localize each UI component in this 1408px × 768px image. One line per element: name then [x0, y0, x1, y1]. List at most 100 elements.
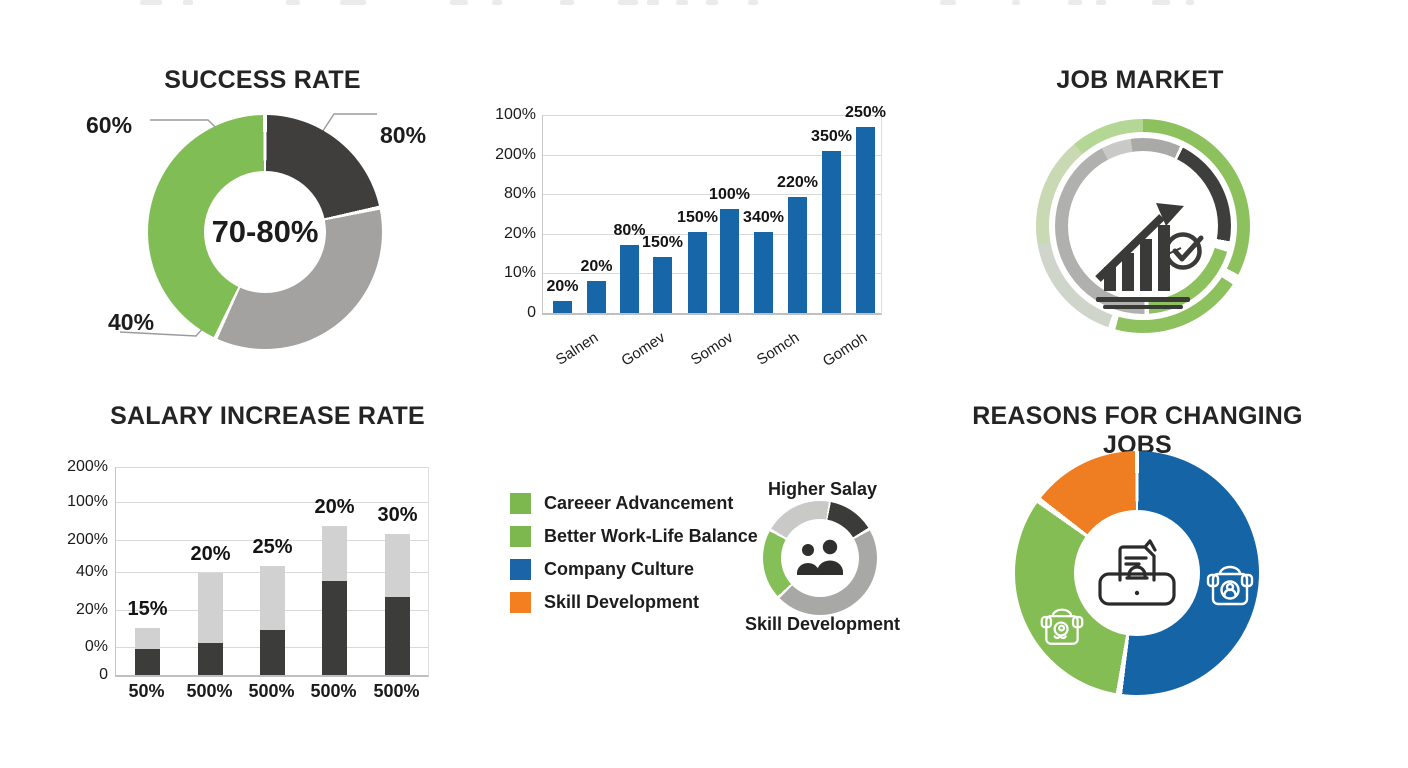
legend-item: Better Work-Life Balance [510, 526, 758, 547]
gridline [543, 233, 881, 235]
salary-stacked-bar-chart: 15% 20% 25% 20% 30% [115, 467, 429, 677]
legend: Careeer Advancement Better Work-Life Bala… [510, 493, 758, 625]
legend-item: Company Culture [510, 559, 758, 580]
x-tick-label: 500% [310, 681, 357, 701]
bar [856, 127, 875, 313]
bar-value-label: 100% [709, 186, 750, 204]
bar-value-label: 20% [546, 277, 579, 295]
y-tick-label: 100% [67, 493, 108, 510]
x-tick-label: Somov [687, 329, 737, 369]
top-edge-artifact [748, 0, 758, 5]
legend-swatch [510, 559, 531, 580]
bar-value-label: 220% [777, 173, 818, 191]
mini-donut [763, 501, 877, 615]
legend-swatch [510, 592, 531, 613]
y-tick-label: 80% [503, 185, 536, 203]
y-tick-label: 20% [503, 224, 536, 242]
bar [822, 151, 841, 313]
bar [688, 232, 707, 313]
job-market-gauge [1036, 119, 1250, 333]
salary-increase-title: SALARY INCREASE RATE [110, 402, 425, 430]
y-tick-label: 0 [527, 304, 536, 321]
top-edge-artifact [1186, 0, 1194, 5]
success-rate-donut: 70-80% [148, 115, 382, 349]
success-callout-40: 40% [108, 309, 155, 335]
legend-swatch [510, 493, 531, 514]
bar [720, 209, 739, 313]
growth-target-icon [1095, 203, 1204, 309]
gridline [543, 115, 881, 116]
y-tick-label: 20% [75, 601, 108, 618]
legend-label: Company Culture [544, 559, 695, 579]
job-market-title: JOB MARKET [1056, 66, 1224, 94]
gridline [543, 194, 881, 196]
document-tray-icon [1098, 539, 1176, 606]
gridline [543, 154, 881, 156]
legend-swatch [510, 526, 531, 547]
stacked-bar-top [135, 628, 160, 649]
stacked-bar-bottom [385, 597, 410, 675]
growth-chart-y-axis: 100% 200% 80% 20% 10% 0 [478, 106, 536, 321]
gridline [116, 467, 428, 468]
top-edge-artifact [286, 0, 300, 5]
stacked-bar-bottom [198, 642, 223, 675]
bar-value-label: 250% [845, 104, 886, 122]
bar-value-label: 25% [252, 536, 293, 559]
bar-value-label: 150% [677, 209, 718, 227]
success-rate-title: SUCCESS RATE [164, 66, 361, 94]
top-edge-artifact [676, 0, 688, 5]
legend-item: Skill Development [510, 592, 758, 613]
bar-value-label: 350% [811, 128, 852, 146]
x-tick-label: 500% [186, 681, 233, 701]
gridline [116, 540, 428, 541]
top-edge-artifact [492, 0, 502, 5]
employee-badge-icon [1206, 565, 1254, 606]
top-edge-artifact [1096, 0, 1106, 5]
stacked-bar-top [198, 573, 223, 643]
x-tick-label: 500% [248, 681, 295, 701]
y-tick-label: 100% [495, 106, 536, 123]
x-tick-label: Salnen [552, 329, 602, 369]
bar-value-label: 15% [127, 598, 168, 620]
salary-chart-x-axis: 50% 500% 500% 500% 500% [115, 681, 427, 707]
y-tick-label: 200% [67, 531, 108, 548]
mini-donut-top-label: Higher Salay [767, 479, 878, 499]
y-tick-label: 0% [84, 638, 108, 655]
top-edge-artifact [560, 0, 574, 5]
gridline [543, 273, 881, 275]
legend-label: Better Work-Life Balance [544, 526, 758, 546]
legend-label: Careeer Advancement [544, 493, 734, 513]
growth-chart-x-axis: Salnen Gomev Somov Somch Gomoh [542, 317, 880, 371]
growth-bar-chart: 20% 20% 80% 150% 150% 100% 340% 220% 350% 250% [542, 104, 886, 315]
top-edge-artifact [618, 0, 638, 5]
reasons-donut [1015, 451, 1259, 695]
x-tick-label: 50% [128, 681, 165, 701]
y-tick-label: 10% [503, 264, 536, 282]
bar-value-label: 20% [314, 496, 355, 519]
bar [788, 196, 807, 313]
legend-label: Skill Development [544, 592, 700, 612]
top-edge-artifacts [0, 0, 1408, 8]
top-edge-artifact [1152, 0, 1170, 5]
stacked-bar-top [385, 533, 410, 597]
top-edge-artifact [1068, 0, 1082, 5]
success-callout-60: 60% [86, 112, 133, 138]
bar-value-label: 20% [580, 257, 613, 275]
people-icon [797, 539, 843, 575]
y-tick-label: 200% [495, 145, 536, 163]
bar-value-label: 340% [743, 209, 784, 227]
stacked-bar-top [322, 526, 347, 581]
x-tick-label: Somch [753, 329, 803, 369]
success-callout-80: 80% [380, 122, 427, 148]
bar [653, 256, 672, 313]
top-edge-artifact [450, 0, 468, 5]
y-tick-label: 40% [75, 563, 108, 580]
stacked-bar-top [260, 566, 285, 631]
flower-badge-icon [1040, 608, 1084, 645]
top-edge-artifact [340, 0, 366, 5]
y-tick-label: 200% [67, 458, 108, 475]
bar-value-label: 30% [377, 503, 418, 526]
bar-value-label: 150% [642, 233, 683, 251]
x-tick-label: Gomoh [819, 329, 871, 371]
